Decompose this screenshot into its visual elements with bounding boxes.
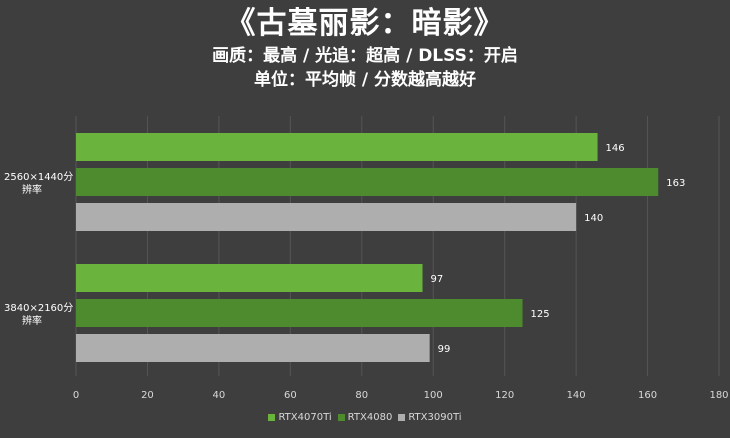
data-label: 146 [606, 143, 625, 154]
legend-label: RTX4070Ti [278, 412, 332, 423]
x-tick-label: 180 [709, 390, 728, 401]
legend-swatch [268, 413, 276, 421]
data-label: 125 [531, 309, 550, 320]
legend-label: RTX4080 [347, 412, 393, 423]
category-label: 2560×1440分辨率 [4, 171, 73, 196]
bar-rtx3090ti [76, 203, 577, 231]
data-label: 97 [431, 274, 444, 285]
x-tick-label: 100 [424, 390, 443, 401]
x-tick-label: 0 [73, 390, 79, 401]
bar-rtx3090ti [76, 334, 430, 362]
legend-item: RTX4070Ti [268, 412, 332, 423]
x-tick-label: 80 [355, 390, 368, 401]
settings-subtitle: 画质：最高 / 光追：超高 / DLSS：开启 [212, 46, 518, 66]
x-tick-label: 120 [495, 390, 514, 401]
chart-legend: RTX4070Ti RTX4080 RTX3090Ti [0, 412, 730, 423]
bar-rtx4070ti [76, 264, 423, 292]
data-label: 99 [438, 344, 451, 355]
x-tick-label: 60 [284, 390, 297, 401]
data-label: 140 [584, 213, 603, 224]
x-tick-label: 40 [213, 390, 226, 401]
category-label: 3840×2160分辨率 [4, 302, 73, 327]
legend-label: RTX3090Ti [408, 412, 462, 423]
legend-swatch [398, 413, 406, 421]
data-label: 163 [666, 178, 685, 189]
bar-rtx4080 [76, 168, 659, 196]
x-tick-label: 160 [638, 390, 657, 401]
bar-rtx4080 [76, 299, 523, 327]
unit-subtitle: 单位：平均帧 / 分数越高越好 [253, 70, 477, 90]
legend-item: RTX3090Ti [398, 412, 462, 423]
x-tick-label: 140 [567, 390, 586, 401]
chart-title: 《古墓丽影：暗影》 [225, 6, 505, 41]
legend-item: RTX4080 [337, 412, 393, 423]
legend-swatch [337, 413, 345, 421]
x-tick-label: 20 [141, 390, 154, 401]
bar-rtx4070ti [76, 133, 598, 161]
chart-header: 《古墓丽影：暗影》 画质：最高 / 光追：超高 / DLSS：开启 单位：平均帧… [0, 0, 730, 92]
